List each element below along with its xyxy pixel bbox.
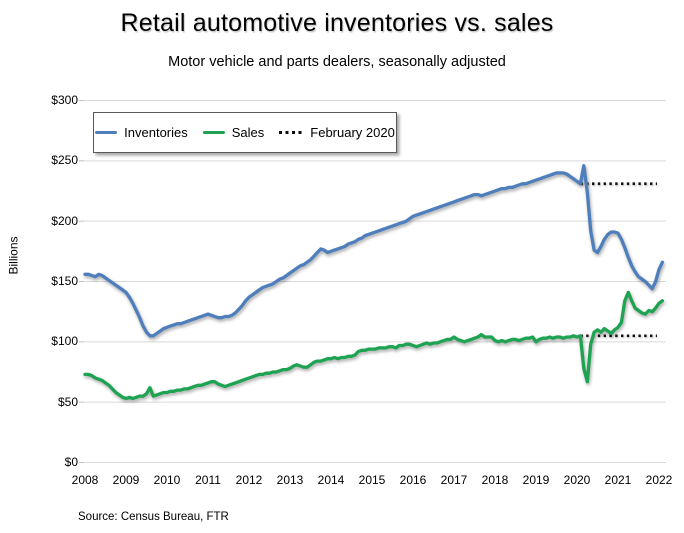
y-tick-label: $0 [64,455,78,469]
x-tick-label: 2018 [481,473,509,487]
x-tick-label: 2010 [153,473,181,487]
y-tick-label: $200 [51,213,78,228]
chart-title: Retail automotive inventories vs. sales [120,9,554,37]
y-tick-label: $250 [51,153,78,168]
y-tick-label: $50 [57,394,78,409]
x-tick-label: 2011 [195,473,221,487]
x-tick-label: 2019 [522,473,550,487]
x-tick-label: 2013 [276,473,304,487]
x-tick-label: 2022 [645,473,673,487]
y-tick-label: $300 [51,92,78,107]
x-tick-label: 2009 [112,473,140,487]
legend-item-february-2020: February 2020 [279,125,395,140]
dotted-line-swatch-icon [279,131,304,134]
y-tick-label: $150 [51,273,78,288]
source-note: Source: Census Bureau, FTR [78,511,229,523]
x-tick-label: 2015 [358,473,386,487]
line-swatch-icon [95,130,118,135]
legend-item-sales: Sales [202,125,265,140]
x-tick-label: 2021 [604,473,632,487]
x-tick-label: 2012 [235,473,263,487]
x-tick-label: 2016 [399,473,427,487]
legend-label: Inventories [124,125,188,140]
inventories-line [83,164,665,338]
line-swatch-icon [202,130,225,135]
legend-item-inventories: Inventories [95,125,188,140]
legend-label: Sales [231,125,265,140]
y-tick-label: $100 [51,334,78,349]
x-tick-label: 2014 [317,473,345,487]
x-tick-label: 2008 [71,473,99,487]
x-tick-label: 2020 [563,473,591,487]
sales-line [83,290,665,401]
legend-label: February 2020 [310,125,395,140]
legend-box: Inventories Sales February 2020 [93,112,397,153]
x-tick-label: 2017 [440,473,468,487]
chart-subtitle: Motor vehicle and parts dealers, seasona… [168,54,506,70]
